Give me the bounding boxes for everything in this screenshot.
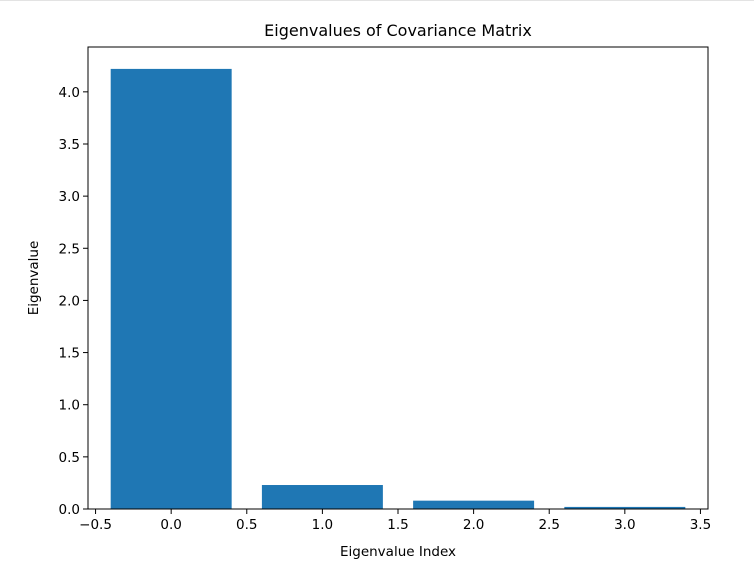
- x-axis-label: Eigenvalue Index: [340, 544, 456, 560]
- bars-group: [110, 68, 686, 509]
- x-axis-ticks: −0.5 0.0 0.5 1.0 1.5 2.0 2.5 3.0 3.5: [79, 509, 711, 533]
- x-tick-label: −0.5: [79, 517, 112, 533]
- y-tick-label: 0.5: [59, 450, 80, 466]
- chart-title: Eigenvalues of Covariance Matrix: [264, 21, 532, 40]
- y-tick-label: 2.0: [59, 293, 80, 309]
- y-axis-label: Eigenvalue: [26, 241, 42, 316]
- y-axis-ticks: 0.0 0.5 1.0 1.5 2.0 2.5 3.0 3.5 4.0: [59, 85, 88, 518]
- y-tick-label: 4.0: [59, 85, 80, 101]
- y-tick-label: 0.0: [59, 502, 80, 518]
- x-tick-label: 1.5: [387, 517, 408, 533]
- plot-area: −0.5 0.0 0.5 1.0 1.5 2.0 2.5 3.0 3.5 0.00.51.01.…: [59, 46, 711, 533]
- y-tick-label: 1.0: [59, 398, 80, 414]
- y-tick-label: 3.5: [59, 137, 80, 153]
- bar-3: [564, 506, 686, 509]
- y-tick-label: 1.5: [59, 346, 80, 362]
- y-tick-label: 3.0: [59, 189, 80, 205]
- x-tick-label: 3.5: [690, 517, 711, 533]
- x-tick-label: 2.0: [463, 517, 484, 533]
- x-tick-label: 0.5: [236, 517, 257, 533]
- bar-2: [413, 500, 535, 509]
- x-tick-label: 0.0: [160, 517, 181, 533]
- y-tick-label: 2.5: [59, 241, 80, 257]
- bar-1: [261, 485, 383, 509]
- bar-0: [110, 68, 232, 509]
- x-tick-label: 3.0: [614, 517, 635, 533]
- x-tick-label: 1.0: [312, 517, 333, 533]
- top-divider: [0, 0, 754, 1]
- x-tick-label: 2.5: [538, 517, 559, 533]
